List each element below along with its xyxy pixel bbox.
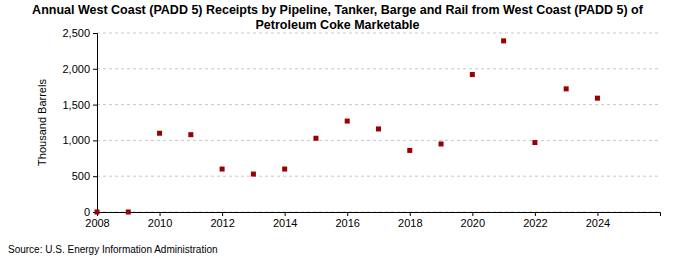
x-tick-mark <box>285 212 286 216</box>
x-tick: 2024 <box>586 212 610 229</box>
point <box>532 140 537 145</box>
point <box>345 119 350 124</box>
x-tick: 2016 <box>335 212 359 229</box>
point <box>95 210 100 215</box>
y-tick-mark <box>93 69 97 70</box>
y-tick-label: 2,000 <box>62 63 90 75</box>
x-axis: 2008 2010 2012 2014 2016 2018 2020 2022 2024 <box>85 212 660 229</box>
source: Source: U.S. Energy Information Administ… <box>8 244 218 255</box>
x-tick: 2010 <box>148 212 172 229</box>
plot: 05001,0001,5002,0002,5002008201020122014… <box>62 27 660 229</box>
y-tick-mark <box>93 176 97 177</box>
x-tick-mark <box>597 212 598 216</box>
title-line: Annual West Coast (PADD 5) Receipts by P… <box>32 3 644 17</box>
y-tick-label: 2,500 <box>62 27 90 39</box>
x-tick-mark <box>347 212 348 216</box>
y-tick-label: 1,000 <box>62 134 90 146</box>
x-tick: 2022 <box>523 212 547 229</box>
point <box>188 132 193 137</box>
y-tick-label: 500 <box>72 170 90 182</box>
point <box>282 167 287 172</box>
grid <box>97 33 660 212</box>
x-tick-label: 2024 <box>586 217 610 229</box>
x-tick: 2014 <box>273 212 297 229</box>
title: Annual West Coast (PADD 5) Receipts by P… <box>32 3 644 32</box>
y-axis-line <box>93 34 98 213</box>
x-tick-label: 2012 <box>210 217 234 229</box>
title-line: Petroleum Coke Marketable <box>256 18 420 32</box>
x-tick-label: 2014 <box>273 217 297 229</box>
point <box>376 126 381 131</box>
y-tick-mark <box>93 33 97 34</box>
point <box>501 38 506 43</box>
point <box>313 136 318 141</box>
x-tick: 2020 <box>461 212 485 229</box>
x-axis-line <box>98 213 661 217</box>
x-tick-label: 2008 <box>85 217 109 229</box>
point <box>470 72 475 77</box>
y-tick: 2,500 <box>62 27 97 39</box>
x-tick-label: 2018 <box>398 217 422 229</box>
y-tick-mark <box>93 140 97 141</box>
grid-line <box>97 68 660 69</box>
point <box>126 210 131 215</box>
chart: Annual West Coast (PADD 5) Receipts by P… <box>0 0 675 275</box>
y-axis: 05001,0001,5002,0002,500 <box>62 27 97 218</box>
x-tick: 2012 <box>210 212 234 229</box>
point <box>439 141 444 146</box>
point <box>564 86 569 91</box>
point <box>407 148 412 153</box>
y-tick-mark <box>93 105 97 106</box>
x-tick-mark <box>222 212 223 216</box>
y-tick: 1,500 <box>62 99 97 111</box>
point <box>595 96 600 101</box>
x-tick-mark <box>472 212 473 216</box>
x-tick-mark <box>410 212 411 216</box>
y-tick: 2,000 <box>62 63 97 75</box>
y-tick: 500 <box>72 170 97 182</box>
point <box>220 167 225 172</box>
x-tick: 2008 <box>85 212 109 229</box>
x-tick-label: 2020 <box>461 217 485 229</box>
points <box>95 38 600 214</box>
x-tick: 2018 <box>398 212 422 229</box>
x-tick-mark <box>535 212 536 216</box>
grid-line <box>97 104 660 105</box>
grid-line <box>97 33 660 34</box>
y-tick: 1,000 <box>62 134 97 146</box>
point <box>251 172 256 177</box>
y-axis-title: Thousand Barrels <box>36 79 48 166</box>
x-tick-label: 2022 <box>523 217 547 229</box>
grid-line <box>97 176 660 177</box>
x-tick-label: 2010 <box>148 217 172 229</box>
x-tick-label: 2016 <box>335 217 359 229</box>
x-tick-mark <box>160 212 161 216</box>
y-tick-label: 1,500 <box>62 99 90 111</box>
point <box>157 131 162 136</box>
grid-line <box>97 140 660 141</box>
